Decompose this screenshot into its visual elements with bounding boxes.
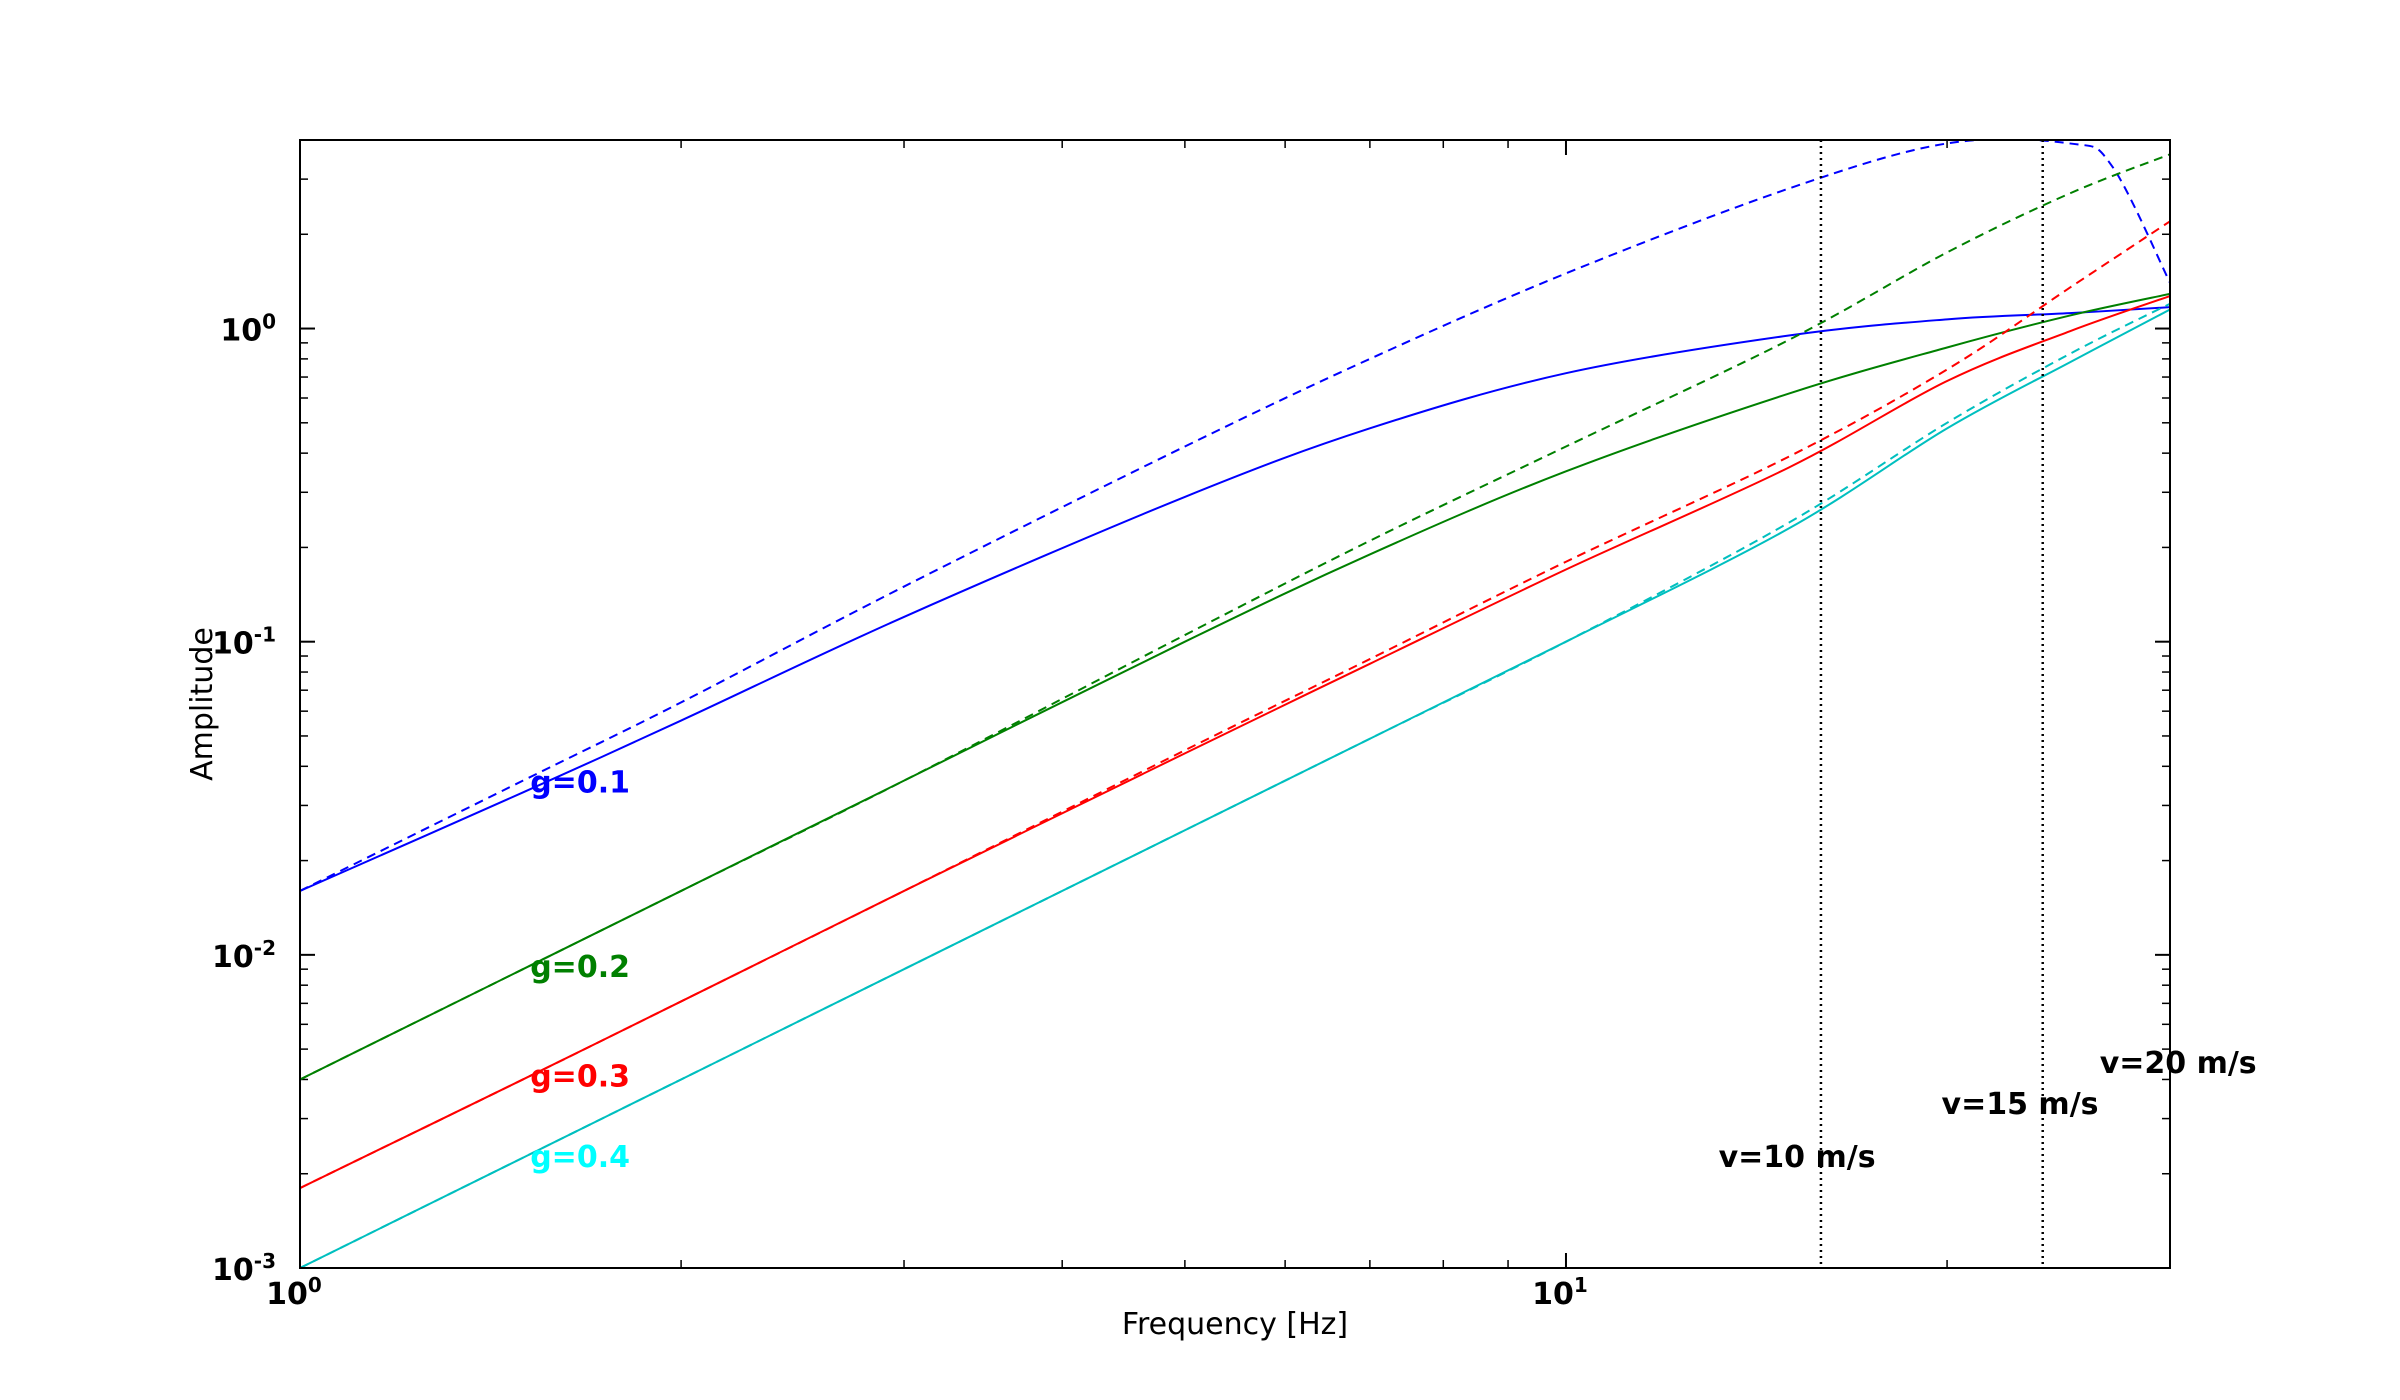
series-1-solid-line xyxy=(300,306,2170,892)
y-tick-base: 10 xyxy=(212,1253,254,1288)
x-axis-label: Frequency [Hz] xyxy=(1122,1307,1348,1342)
vline-1-label: v=10 m/s xyxy=(1719,1140,1876,1175)
y-tick-label: 100 xyxy=(220,310,276,349)
series-1-label: g=0.1 xyxy=(530,765,630,800)
x-tick-base: 10 xyxy=(266,1277,308,1312)
plot-frame xyxy=(299,139,2171,1269)
x-tick-exponent: 0 xyxy=(308,1273,322,1297)
series-2-solid-line xyxy=(300,292,2170,1081)
x-tick-base: 10 xyxy=(1532,1277,1574,1312)
vline-2-label: v=15 m/s xyxy=(1942,1087,2099,1122)
y-tick-base: 10 xyxy=(212,940,254,975)
y-tick-base: 10 xyxy=(212,627,254,662)
series-4-label: g=0.4 xyxy=(530,1140,630,1175)
series-3-dashed-line xyxy=(300,220,2170,1189)
y-axis-label: Amplitude xyxy=(185,627,220,781)
y-tick-exponent: -3 xyxy=(254,1249,276,1273)
vline-layer xyxy=(1819,140,2044,1268)
series-layer xyxy=(300,140,2170,1268)
y-tick-label: 10-2 xyxy=(212,936,276,975)
minor-ticks xyxy=(300,140,2170,1268)
x-tick-label: 101 xyxy=(1532,1273,1588,1312)
series-3-label: g=0.3 xyxy=(530,1059,630,1094)
x-tick-exponent: 1 xyxy=(1574,1273,1588,1297)
y-tick-label: 10-1 xyxy=(212,623,276,662)
y-tick-exponent: -1 xyxy=(254,623,276,647)
x-tick-labels: 100 101 xyxy=(266,1273,1588,1312)
series-labels: g=0.1 g=0.2 g=0.3 g=0.4 xyxy=(530,765,630,1175)
y-tick-exponent: -2 xyxy=(254,936,276,960)
series-2-label: g=0.2 xyxy=(530,950,630,985)
vline-3-label: v=20 m/s xyxy=(2100,1046,2257,1081)
x-tick-label: 100 xyxy=(266,1273,322,1312)
vline-labels: v=10 m/s v=15 m/sv=20 m/s xyxy=(1719,1046,2257,1175)
series-4-dashed-line xyxy=(300,302,2170,1268)
series-3-solid-line xyxy=(300,295,2170,1189)
y-tick-base: 10 xyxy=(220,314,262,349)
y-tick-exponent: 0 xyxy=(262,310,276,334)
series-1-dashed-line xyxy=(300,140,2170,892)
y-tick-label: 10-3 xyxy=(212,1249,276,1288)
series-4-solid-line xyxy=(300,308,2170,1268)
